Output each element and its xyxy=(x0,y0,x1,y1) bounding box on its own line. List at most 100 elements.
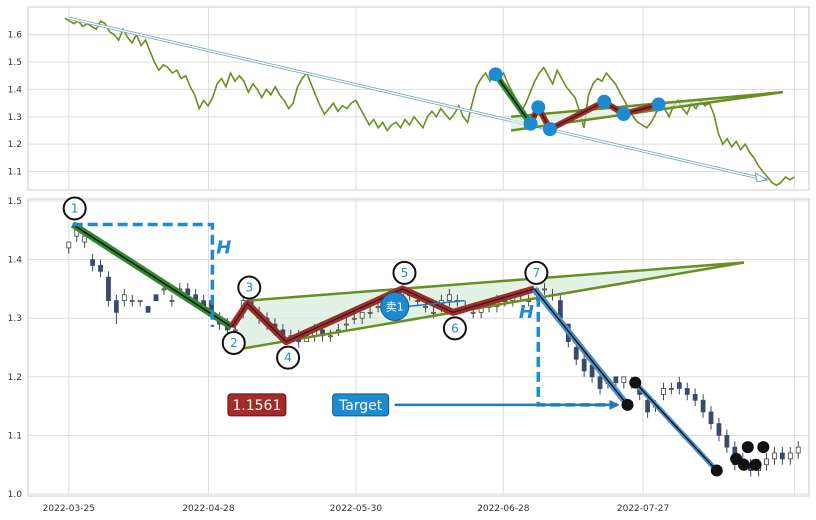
bottom-y-tick-label: 1.4 xyxy=(8,256,23,266)
pivot-point-7 xyxy=(524,260,549,285)
pivot-point-5 xyxy=(392,260,417,285)
top-green-leg-core xyxy=(494,73,532,125)
candle-body xyxy=(692,393,698,401)
candle-body xyxy=(137,300,143,303)
target-box xyxy=(332,393,390,417)
candle-body xyxy=(708,411,714,425)
pivot-point-label: 4 xyxy=(284,351,292,365)
candle-body xyxy=(423,306,428,308)
target-arrow-head xyxy=(609,399,620,410)
candle-body xyxy=(106,276,111,302)
tail-pivot-marker xyxy=(710,464,723,477)
candle-body xyxy=(597,376,603,389)
triangle-lower-line xyxy=(231,261,745,352)
top-y-tick-label: 1.4 xyxy=(8,85,23,95)
red-zigzag-core xyxy=(231,288,535,343)
sell-signal-marker xyxy=(380,291,410,321)
candle-body xyxy=(645,399,650,413)
candle-body xyxy=(779,452,785,460)
candle-body xyxy=(90,259,95,266)
bottom-y-tick-label: 1.0 xyxy=(8,490,23,500)
top-price-layer xyxy=(64,16,795,187)
candle-body xyxy=(121,294,127,302)
x-tick-label: 2022-07-27 xyxy=(617,504,669,514)
height-label-left: H xyxy=(216,238,231,259)
bottom-y-tick-label: 1.2 xyxy=(8,373,22,383)
top-y-tick-label: 1.3 xyxy=(8,113,22,123)
candle-body xyxy=(232,329,238,332)
bottom-pattern-layer: H H Target 1.1561 卖1 1 2 3 4 5 6 7 xyxy=(62,196,801,477)
tail-pivot-marker xyxy=(749,458,762,471)
pivot-point-3 xyxy=(237,275,262,300)
candle-body xyxy=(169,300,175,303)
top-pivot-marker xyxy=(651,97,666,112)
target-label: Target xyxy=(338,398,383,414)
top-pivot-marker xyxy=(523,116,538,131)
pivot-point-label: 5 xyxy=(401,266,409,280)
candle-body xyxy=(573,347,579,360)
height-label-right: H xyxy=(519,302,534,323)
candle-body xyxy=(367,311,373,314)
candle-body xyxy=(153,294,159,302)
top-pivot-marker xyxy=(542,122,557,137)
pivot-point-label: 2 xyxy=(230,336,238,350)
pivot-point-4 xyxy=(276,345,301,370)
candle-body xyxy=(351,317,357,320)
candle-body xyxy=(661,388,666,395)
candle-body xyxy=(700,399,706,413)
trend-arrow-core xyxy=(68,17,768,181)
candle-body xyxy=(795,446,801,454)
candle-body xyxy=(113,300,119,313)
sell-signal-link xyxy=(406,299,465,308)
candle-body xyxy=(724,434,730,448)
candle-body xyxy=(161,288,167,291)
candle-body xyxy=(668,388,674,390)
top-pivot-marker xyxy=(531,100,546,115)
candle-body xyxy=(613,376,619,384)
top-pivot-marker xyxy=(597,94,612,109)
pivot-point-label: 6 xyxy=(451,321,459,335)
pivot-point-1 xyxy=(62,196,87,221)
x-tick-label: 2022-04-28 xyxy=(182,504,235,514)
projection-leg-core xyxy=(533,288,629,406)
candle-body xyxy=(98,265,103,272)
projection-end-marker xyxy=(621,398,634,411)
green-down-leg-core xyxy=(72,223,233,328)
candle-body xyxy=(470,311,476,314)
candle-body xyxy=(764,458,769,466)
candle-body xyxy=(581,358,587,372)
sell-signal-label: 卖1 xyxy=(386,300,404,313)
x-tick-label: 2022-03-25 xyxy=(43,504,95,514)
candle-body xyxy=(772,452,777,460)
candle-body xyxy=(446,294,452,302)
bottom-panel-frame xyxy=(27,198,810,497)
top-y-tick-label: 1.2 xyxy=(8,140,22,150)
x-tick-label: 2022-05-30 xyxy=(330,504,383,514)
top-pivot-marker xyxy=(616,107,631,122)
candle-body xyxy=(787,452,793,460)
pivot-point-label: 1 xyxy=(71,201,79,215)
candle-body xyxy=(431,311,436,314)
pivot-point-label: 3 xyxy=(245,281,253,295)
tail-pivot-marker xyxy=(757,441,770,454)
candle-body xyxy=(343,323,349,326)
tail-pivot-marker xyxy=(629,376,642,389)
tail-leg-core xyxy=(634,382,718,472)
pivot-point-2 xyxy=(221,330,246,355)
triangle-upper-line xyxy=(247,261,745,302)
pivot-point-label: 7 xyxy=(533,266,541,280)
top-channel-upper xyxy=(511,90,783,119)
top-pivot-marker xyxy=(488,67,503,82)
bottom-y-tick-label: 1.1 xyxy=(8,431,22,441)
tail-pivot-marker xyxy=(741,441,754,454)
top-y-tick-label: 1.1 xyxy=(8,168,22,178)
candle-body xyxy=(375,306,381,308)
candle-body xyxy=(129,300,135,303)
top-y-tick-label: 1.5 xyxy=(8,58,22,68)
x-tick-label: 2022-06-28 xyxy=(477,504,530,514)
top-y-tick-label: 1.6 xyxy=(8,31,23,41)
candle-body xyxy=(621,376,627,384)
top-grid xyxy=(28,7,809,190)
tail-pivot-marker xyxy=(737,458,750,471)
